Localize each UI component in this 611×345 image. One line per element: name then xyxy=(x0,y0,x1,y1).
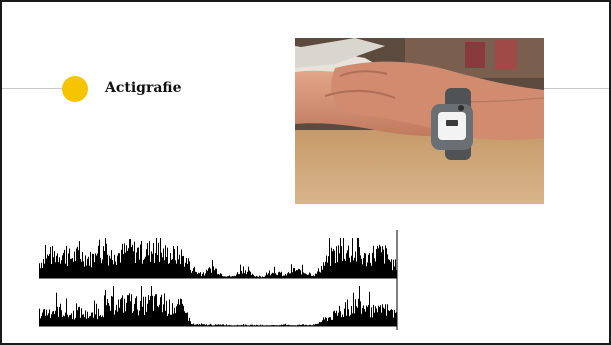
actigraphy-activity-trace xyxy=(39,230,398,330)
actigram-row-1 xyxy=(39,238,397,278)
divider-left xyxy=(2,88,66,89)
bullet-dot-icon xyxy=(62,76,88,102)
slide-title: Actigrafie xyxy=(105,80,182,96)
divider-right xyxy=(544,88,609,89)
actigram-row-2 xyxy=(39,286,397,326)
wrist-actigraph-photo xyxy=(295,38,544,204)
